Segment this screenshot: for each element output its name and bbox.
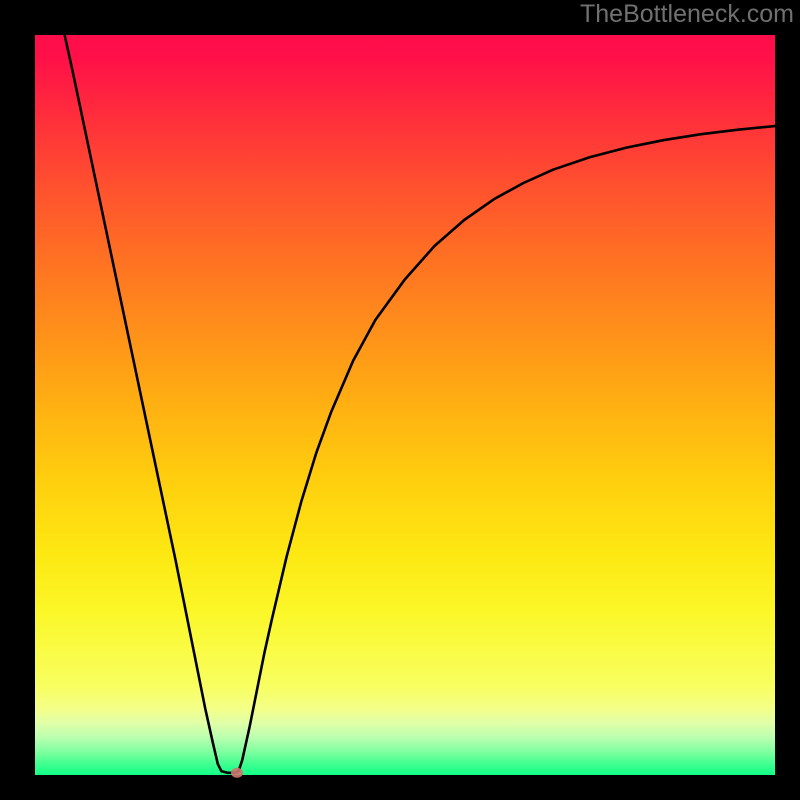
chart-container: TheBottleneck.com — [0, 0, 800, 800]
bottleneck-chart — [0, 0, 800, 800]
chart-plot-area — [35, 35, 775, 775]
watermark-text: TheBottleneck.com — [580, 0, 794, 29]
optimal-point-marker — [231, 768, 243, 778]
